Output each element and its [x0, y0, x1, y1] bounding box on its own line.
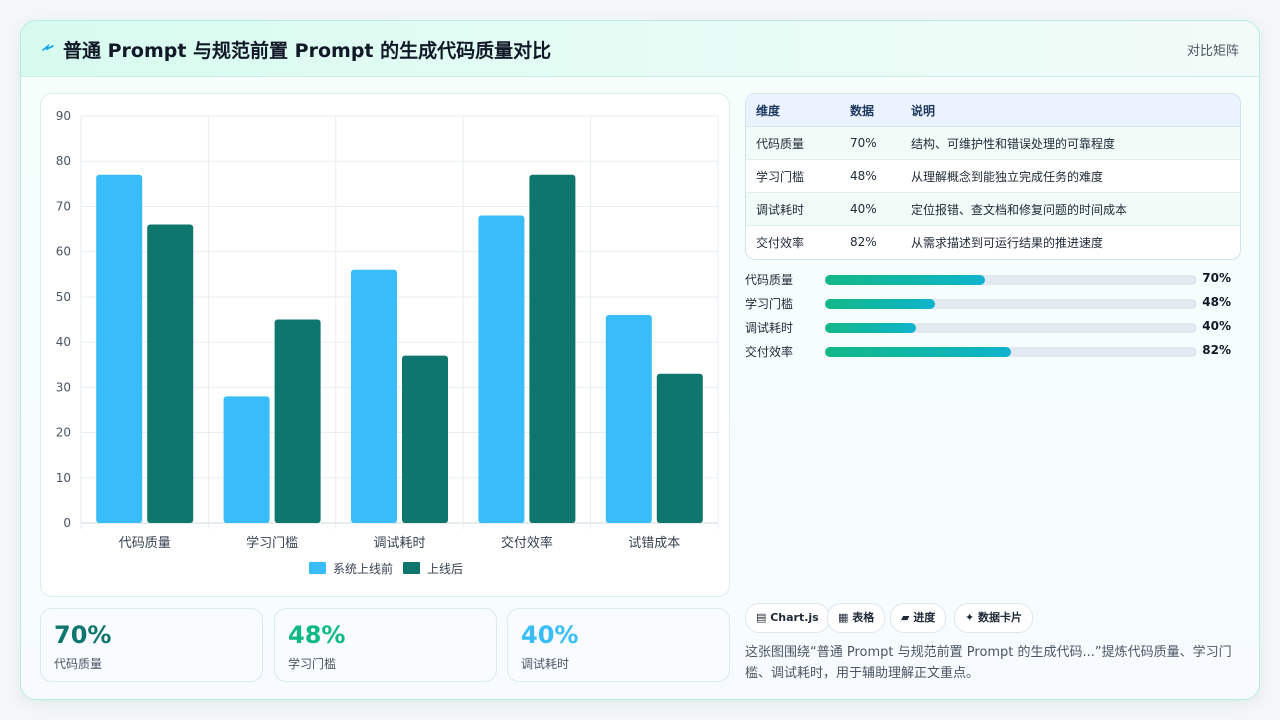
bar: [478, 215, 525, 523]
table-cell: 学习门槛: [746, 159, 840, 193]
progress-track: [825, 347, 1197, 357]
x-tick-label: 代码质量: [119, 536, 171, 551]
table-row: 交付效率 82% 从需求描述到可运行结果的推进速度: [746, 225, 1240, 258]
x-tick-label: 交付效率: [501, 535, 553, 551]
table-cell: 70%: [840, 126, 901, 160]
bar: [351, 269, 397, 523]
header-bar: 普通 Prompt 与规范前置 Prompt 的生成代码质量对比 对比矩阵: [21, 21, 1259, 77]
legend-label: 上线后: [427, 562, 463, 576]
bar: [96, 174, 143, 523]
y-tick-label: 40: [56, 335, 71, 349]
y-tick-label: 70: [56, 199, 71, 213]
tag-progress[interactable]: ▰ 进度: [890, 603, 947, 633]
progress-fill: [825, 323, 917, 333]
progress-value: 48%: [1202, 295, 1231, 309]
column-header: 数据: [840, 94, 901, 127]
progress-value: 70%: [1202, 271, 1231, 285]
y-tick-label: 0: [63, 516, 71, 530]
view-mode-label[interactable]: 对比矩阵: [1186, 44, 1239, 59]
y-tick-label: 90: [56, 109, 71, 123]
y-tick-label: 30: [56, 380, 71, 394]
bar: [274, 319, 321, 523]
y-tick-label: 10: [56, 471, 71, 485]
bar-chart: 0 10 20 30 40 50 60 70 80 90 代码质量 学习门槛 调试耗时 交付效率 试错成本系…: [56, 109, 719, 576]
chart-description: 这张图围绕“普通 Prompt 与规范前置 Prompt 的生成代码...”提炼…: [745, 645, 1232, 681]
bar: [656, 373, 703, 523]
progress-track: [825, 275, 1197, 285]
kpi-value: 48%: [288, 621, 346, 649]
table-cell: 从需求描述到可运行结果的推进速度: [901, 225, 1240, 258]
y-tick-label: 80: [56, 154, 71, 168]
y-tick-label: 20: [56, 426, 71, 440]
table-cell: 代码质量: [746, 126, 840, 160]
kpi-label: 学习门槛: [288, 657, 337, 671]
table-header-row: 维度 数据 说明: [746, 94, 1240, 127]
table-cell: 定位报错、查文档和修复问题的时间成本: [901, 192, 1240, 226]
progress-track: [825, 323, 1197, 333]
dashboard-card: 普通 Prompt 与规范前置 Prompt 的生成代码质量对比 对比矩阵 0 1…: [20, 20, 1260, 700]
kpi-label: 代码质量: [54, 657, 103, 671]
progress-track: [825, 299, 1197, 309]
kpi-card-debug: 40% 调试耗时: [507, 608, 730, 682]
progress-row-learning: 学习门槛 48%: [745, 295, 1239, 311]
column-header: 维度: [746, 94, 840, 127]
progress-row-debug: 调试耗时 40%: [745, 319, 1239, 335]
progress-fill: [825, 275, 985, 285]
progress-fill: [825, 347, 1011, 357]
y-tick-label: 50: [56, 290, 71, 304]
progress-row-code-quality: 代码质量 70%: [745, 271, 1239, 287]
table-cell: 82%: [840, 225, 901, 258]
table-row: 代码质量 70% 结构、可维护性和错误处理的可靠程度: [746, 126, 1240, 160]
kpi-card-learning: 48% 学习门槛: [274, 608, 497, 682]
tag-data-card[interactable]: ✦ 数据卡片: [954, 603, 1034, 633]
progress-fill: [825, 299, 935, 309]
kpi-card-code-quality: 70% 代码质量: [40, 608, 263, 682]
table-cell: 结构、可维护性和错误处理的可靠程度: [901, 126, 1240, 160]
x-tick-label: 学习门槛: [246, 535, 298, 551]
kpi-value: 40%: [521, 621, 579, 649]
table-cell: 48%: [840, 159, 901, 193]
bar: [605, 314, 652, 523]
table-row: 学习门槛 48% 从理解概念到能独立完成任务的难度: [746, 159, 1240, 193]
tag-chartjs[interactable]: ▤ Chart.js: [745, 603, 830, 633]
table-cell: 交付效率: [746, 225, 840, 258]
legend-label: 系统上线前: [333, 561, 393, 576]
legend-swatch: [309, 562, 326, 574]
legend-swatch: [403, 562, 420, 574]
progress-label: 交付效率: [745, 345, 794, 359]
progress-value: 82%: [1202, 343, 1231, 357]
bar-chart-panel: 0 10 20 30 40 50 60 70 80 90 代码质量 学习门槛 调试耗时 交付效率 试错成本系…: [40, 93, 730, 597]
kpi-label: 调试耗时: [521, 657, 570, 671]
progress-value: 40%: [1202, 319, 1231, 333]
page-title: 普通 Prompt 与规范前置 Prompt 的生成代码质量对比: [63, 40, 552, 62]
sparkle-icon: [42, 43, 54, 51]
table-row: 调试耗时 40% 定位报错、查文档和修复问题的时间成本: [746, 192, 1240, 226]
bar: [529, 174, 576, 523]
table-cell: 从理解概念到能独立完成任务的难度: [901, 159, 1240, 193]
progress-label: 代码质量: [745, 273, 794, 287]
table-cell: 40%: [840, 192, 901, 226]
kpi-value: 70%: [54, 621, 112, 649]
column-header: 说明: [901, 94, 1240, 127]
data-table: 维度 数据 说明 代码质量 70% 结构、可维护性和错误处理的可靠程度 学习门槛…: [745, 93, 1241, 260]
progress-label: 调试耗时: [745, 321, 794, 335]
x-tick-label: 调试耗时: [373, 536, 425, 551]
tag-table[interactable]: ▦ 表格: [827, 603, 886, 633]
x-tick-label: 试错成本: [628, 536, 680, 551]
bar: [402, 355, 448, 523]
y-tick-label: 60: [56, 245, 71, 259]
bar: [147, 224, 194, 524]
table-cell: 调试耗时: [746, 192, 840, 226]
progress-row-delivery: 交付效率 82%: [745, 343, 1239, 359]
bar: [223, 396, 270, 523]
progress-label: 学习门槛: [745, 297, 794, 311]
